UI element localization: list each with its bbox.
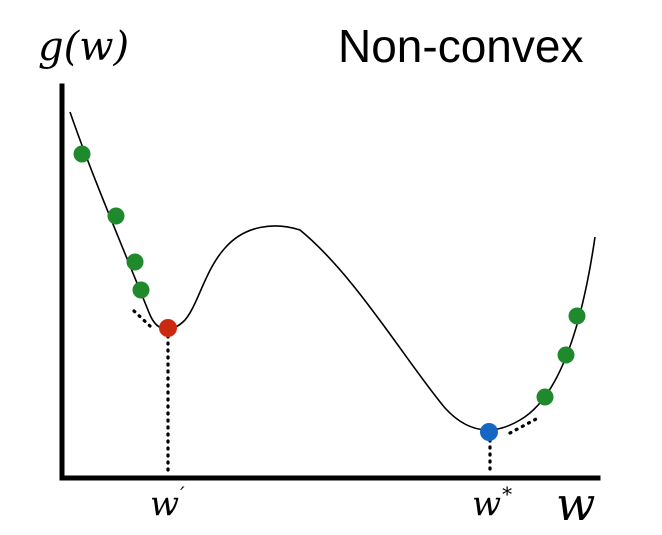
- global-min-label: w*: [472, 482, 512, 524]
- iterate-point: [568, 307, 586, 325]
- y-axis-label: g(w): [38, 24, 129, 70]
- local-minimum-point: [159, 319, 177, 337]
- x-axis-label: w: [556, 477, 595, 531]
- diagram-title: Non-convex: [338, 20, 583, 72]
- iterate-point: [132, 281, 150, 299]
- iterate-point: [73, 145, 91, 163]
- global-descent-trail: [508, 416, 540, 435]
- iterate-point: [536, 388, 554, 406]
- objective-curve: [69, 111, 596, 431]
- local-descent-trail: [132, 309, 152, 328]
- iterate-point: [107, 207, 125, 225]
- global-minimum-point: [480, 423, 498, 441]
- iterate-point: [126, 253, 144, 271]
- local-min-label: w′: [150, 482, 185, 524]
- iterate-point: [557, 346, 575, 364]
